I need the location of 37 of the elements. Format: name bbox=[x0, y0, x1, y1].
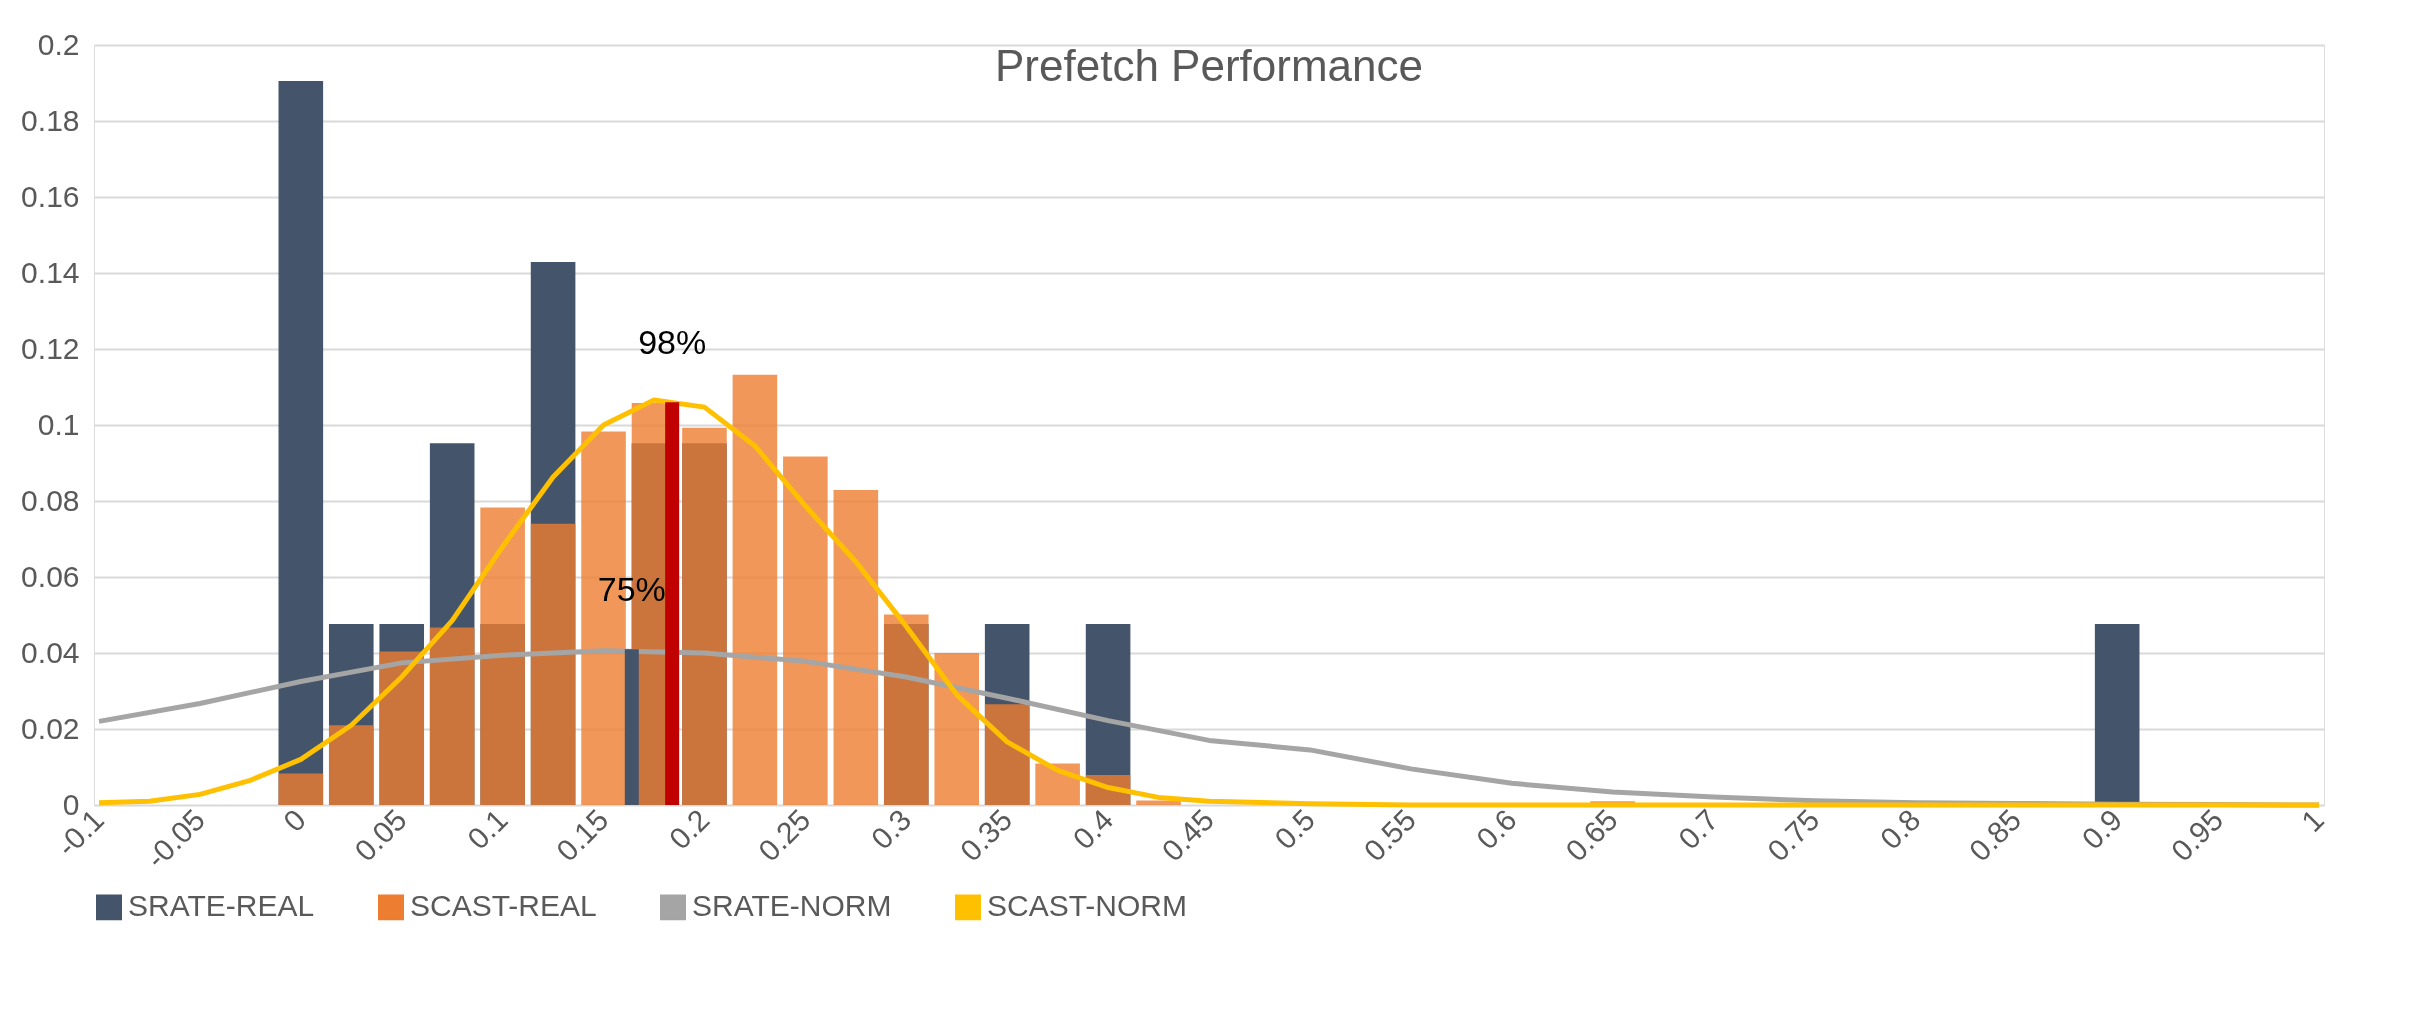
y-tick-label: 0.1 bbox=[37, 407, 80, 441]
x-tick-label: 0.65 bbox=[1559, 802, 1624, 868]
x-tick-label: 0.75 bbox=[1760, 802, 1826, 868]
x-tick-label: 0.7 bbox=[1671, 802, 1725, 856]
x-tick-label: 0.5 bbox=[1268, 802, 1322, 856]
x-tick-label: 0.55 bbox=[1357, 802, 1422, 868]
legend-label: SCAST-NORM bbox=[987, 889, 1188, 923]
y-tick-label: 0.14 bbox=[21, 255, 80, 289]
x-tick-label: 0.2 bbox=[662, 802, 716, 856]
y-tick-label: 0.16 bbox=[21, 179, 80, 213]
x-tick-label: 0.6 bbox=[1470, 802, 1523, 856]
x-tick-label: 1 bbox=[2294, 802, 2331, 838]
y-tick-label: 0.06 bbox=[21, 559, 80, 593]
y-tick-label: 0.08 bbox=[21, 483, 80, 517]
annotation: 98% bbox=[638, 323, 707, 362]
x-tick-label: 0.45 bbox=[1155, 802, 1221, 868]
y-tick-label: 0.12 bbox=[21, 331, 80, 365]
y-tick-label: 0.02 bbox=[21, 711, 80, 745]
y-tick-label: 0.04 bbox=[21, 635, 80, 669]
legend-label: SCAST-REAL bbox=[410, 889, 597, 923]
y-tick-label: 0.18 bbox=[21, 103, 80, 137]
x-tick-label: 0.85 bbox=[1962, 802, 2028, 868]
x-tick-label: 0.35 bbox=[953, 802, 1019, 868]
x-tick-label: 0.8 bbox=[1873, 802, 1927, 856]
x-tick-label: 0.25 bbox=[751, 802, 817, 868]
x-tick-label: 0.15 bbox=[550, 802, 615, 868]
chart-title: Prefetch Performance bbox=[995, 41, 1423, 90]
legend-label: SRATE-NORM bbox=[692, 889, 892, 923]
legend-label: SRATE-REAL bbox=[128, 889, 315, 923]
x-tick-label: 0.4 bbox=[1066, 802, 1120, 856]
x-tick-label: 0.95 bbox=[2164, 802, 2230, 868]
x-tick-label: 0.1 bbox=[460, 802, 514, 856]
x-tick-label: 0.05 bbox=[348, 802, 413, 868]
x-tick-label: 0.9 bbox=[2075, 802, 2129, 856]
y-tick-label: 0.2 bbox=[37, 27, 80, 61]
x-tick-label: 0 bbox=[276, 802, 312, 838]
x-tick-label: 0.3 bbox=[864, 802, 918, 856]
